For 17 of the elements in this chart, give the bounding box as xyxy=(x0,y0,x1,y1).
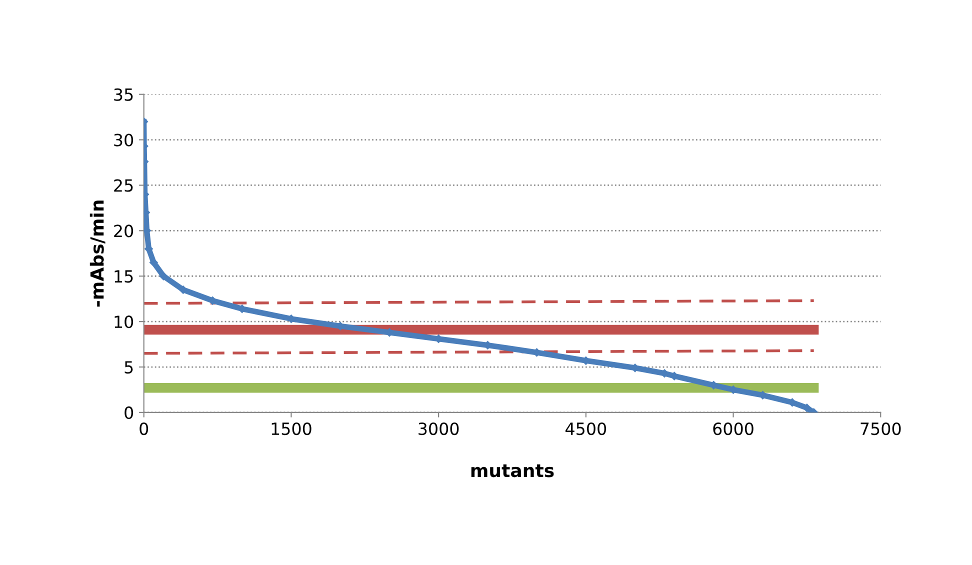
x-axis-title: mutants xyxy=(471,464,554,478)
y-tick-label: 35 xyxy=(114,88,133,101)
x-tick-label: 6000 xyxy=(713,422,754,436)
x-tick-label: 3000 xyxy=(418,422,459,436)
x-tick-label: 1500 xyxy=(272,422,312,436)
y-tick-label: 30 xyxy=(114,134,134,146)
y-tick-label: 5 xyxy=(124,361,133,374)
x-tick-label: 7500 xyxy=(860,422,901,436)
x-tick-label: 0 xyxy=(140,422,148,436)
y-tick-label: 20 xyxy=(114,224,134,238)
y-tick-label: 25 xyxy=(114,179,133,192)
y-axis-title: -mAbs/min xyxy=(90,200,106,307)
y-tick-label: 15 xyxy=(114,270,133,283)
y-tick-label: 10 xyxy=(114,316,134,328)
x-tick-label: 4500 xyxy=(566,422,606,436)
point xyxy=(159,272,168,280)
y-tick-label: 0 xyxy=(124,406,134,420)
